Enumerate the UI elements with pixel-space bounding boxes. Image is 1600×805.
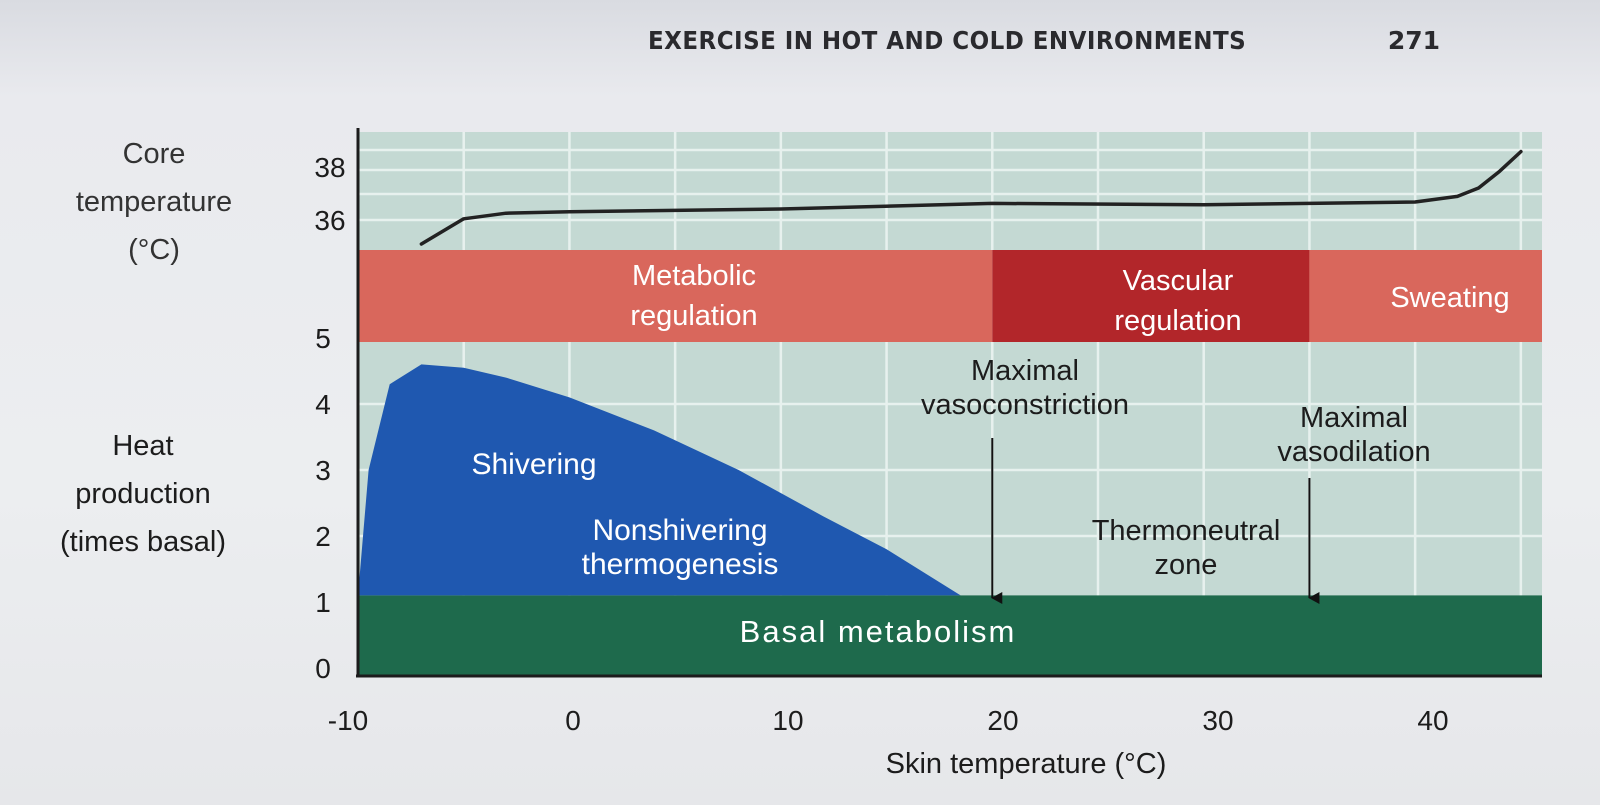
- sweating-label-line-1: Sweating: [1390, 282, 1509, 314]
- x-tick-10: 10: [772, 705, 803, 736]
- shivering-area: [358, 364, 961, 596]
- core-temperature-curve: [419, 149, 1523, 246]
- core-temperature-axis-label-line-1: Core: [123, 138, 186, 170]
- regulation-band-1: [358, 250, 993, 342]
- vascular-regulation-label-line-1: Vascular: [1123, 265, 1234, 297]
- y-tick-heat-3: 3: [315, 455, 331, 486]
- y-tick-heat-1: 1: [315, 587, 331, 618]
- max-vasoconstriction-label-line-1: Maximal: [971, 355, 1079, 387]
- regulation-band-3: [1309, 250, 1542, 342]
- x-tick-0: 0: [565, 705, 581, 736]
- x-tick--10: -10: [328, 705, 368, 736]
- y-tick-core-38: 38: [314, 152, 345, 183]
- nonshivering-label-line-1: Nonshivering: [592, 514, 767, 547]
- y-tick-heat-5: 5: [315, 323, 331, 354]
- basal-metabolism-label: Basal metabolism: [740, 614, 1017, 649]
- heat-production-axis-label-line-1: Heat: [112, 430, 173, 462]
- page-number: 271: [1387, 26, 1440, 55]
- nonshivering-label-line-2: thermogenesis: [582, 548, 779, 581]
- x-axis-label: Skin temperature (°C): [886, 748, 1167, 780]
- thermoneutral-zone-label-line-2: zone: [1155, 549, 1218, 581]
- y-tick-heat-4: 4: [315, 389, 331, 420]
- max-vasodilation-label-line-1: Maximal: [1300, 402, 1408, 434]
- x-tick-30: 30: [1202, 705, 1233, 736]
- vascular-regulation-label-line-2: regulation: [1114, 305, 1241, 337]
- core-temperature-axis-label-line-2: temperature: [76, 186, 232, 218]
- x-tick-40: 40: [1417, 705, 1448, 736]
- shivering-label: Shivering: [471, 448, 596, 481]
- metabolic-regulation-label-line-2: regulation: [630, 300, 757, 332]
- heat-production-axis-label-line-3: (times basal): [60, 526, 226, 558]
- heat-production-axis-label-line-2: production: [75, 478, 210, 510]
- y-tick-heat-0: 0: [315, 653, 331, 684]
- thermoneutral-zone-label-line-1: Thermoneutral: [1092, 515, 1281, 547]
- x-tick-20: 20: [987, 705, 1018, 736]
- metabolic-regulation-label-line-1: Metabolic: [632, 260, 756, 292]
- y-tick-core-36: 36: [314, 205, 345, 236]
- max-vasodilation-label-line-2: vasodilation: [1277, 436, 1430, 468]
- core-temperature-axis-label-line-3: (°C): [128, 234, 180, 266]
- regulation-band-2: [992, 250, 1310, 342]
- page-header: EXERCISE IN HOT AND COLD ENVIRONMENTS 27…: [600, 26, 1440, 66]
- y-tick-heat-2: 2: [315, 521, 331, 552]
- max-vasoconstriction-label-line-2: vasoconstriction: [921, 389, 1129, 421]
- running-title: EXERCISE IN HOT AND COLD ENVIRONMENTS: [648, 26, 1247, 55]
- basal-metabolism-band: [358, 595, 1542, 676]
